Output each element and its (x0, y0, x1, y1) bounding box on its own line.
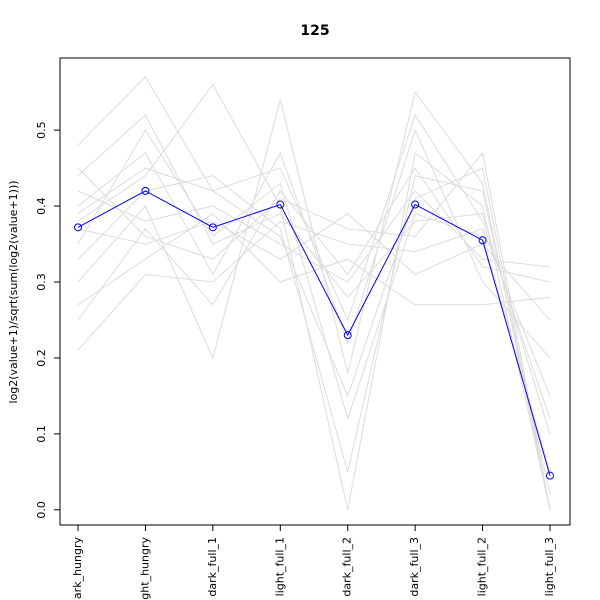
series-line (77, 213, 551, 306)
y-axis-label: log2(value+1)/sqrt(sum(log2(value+1))) (7, 180, 20, 403)
series-point (74, 223, 82, 232)
chart-title: 125 (300, 23, 329, 39)
series-line (77, 213, 551, 321)
series-point (478, 236, 487, 245)
series-line (77, 190, 551, 283)
series-point (411, 200, 420, 209)
x-tick-label: light_full_3 (543, 537, 556, 596)
x-tick-label: light_hungry (138, 537, 151, 600)
x-tick-label: dark_full_1 (206, 537, 219, 597)
series-point (141, 186, 150, 195)
plot-frame (59, 57, 571, 526)
series-point (208, 223, 217, 232)
y-tick-label: 0.1 (35, 425, 48, 443)
series-point (276, 200, 285, 209)
series-line (77, 129, 551, 472)
series-line (77, 76, 551, 419)
series-line (77, 175, 551, 495)
y-tick-label: 0.5 (35, 121, 48, 139)
series-line (77, 167, 551, 321)
series-point (546, 471, 554, 480)
x-tick-label: dark_hungry (71, 537, 84, 600)
y-tick-label: 0.0 (35, 501, 48, 518)
x-tick-label: dark_full_3 (408, 537, 421, 597)
series-line (77, 128, 551, 359)
series-line (77, 114, 551, 435)
series-line (77, 151, 551, 510)
y-tick-label: 0.3 (35, 273, 48, 291)
x-tick-label: light_full_1 (273, 537, 286, 596)
y-tick-label: 0.2 (35, 349, 48, 367)
y-tick-label: 0.4 (35, 197, 48, 215)
series-point (343, 331, 352, 340)
series-line (77, 167, 551, 510)
series-line (77, 83, 551, 510)
series-line (77, 190, 551, 476)
x-tick-label: dark_full_2 (341, 537, 354, 597)
x-tick-label: light_full_2 (476, 537, 489, 596)
